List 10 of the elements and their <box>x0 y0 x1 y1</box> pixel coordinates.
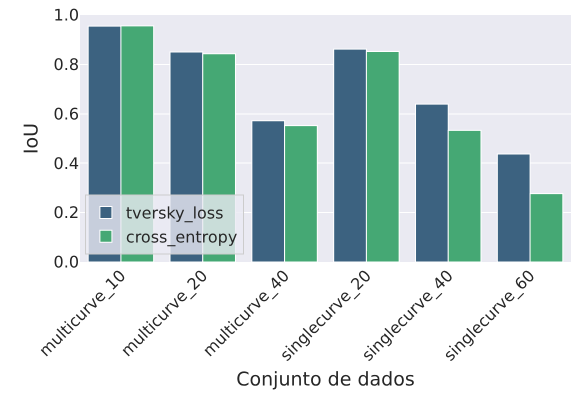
y-tick-label: 0.0 <box>54 252 79 272</box>
y-tick-label: 0.4 <box>54 154 79 173</box>
legend-label: cross_entropy <box>126 228 238 247</box>
y-tick-label: 0.2 <box>54 203 79 222</box>
x-axis-title: Conjunto de dados <box>236 368 415 391</box>
legend-label: tversky_loss <box>126 204 224 223</box>
y-tick-label: 0.8 <box>54 55 79 74</box>
y-axis-title: IoU <box>20 122 42 154</box>
y-tick-label: 1.0 <box>54 6 79 25</box>
y-tick-label: 0.6 <box>54 104 79 124</box>
